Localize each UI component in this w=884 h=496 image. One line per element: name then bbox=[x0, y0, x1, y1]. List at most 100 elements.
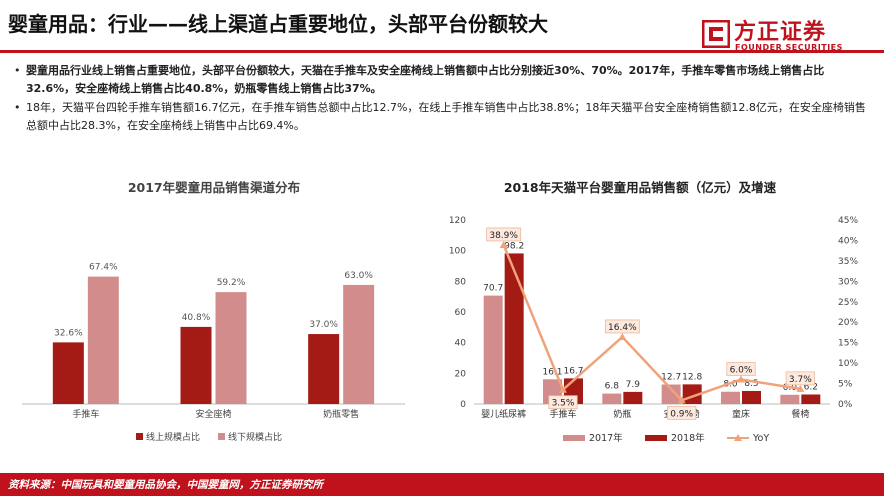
y2-tick-label: 10% bbox=[838, 359, 858, 369]
data-label: 8.5 bbox=[744, 379, 758, 389]
data-label: 12.7 bbox=[661, 373, 681, 383]
bullet-dot-icon: • bbox=[14, 64, 21, 77]
y2-tick-label: 5% bbox=[838, 380, 853, 390]
bar bbox=[483, 295, 503, 404]
data-label: 16.7 bbox=[563, 366, 583, 376]
y2-tick-label: 35% bbox=[838, 257, 858, 267]
yoy-line bbox=[502, 244, 801, 402]
y2-tick-label: 45% bbox=[838, 216, 858, 226]
y-tick-label: 60 bbox=[455, 308, 467, 318]
bar bbox=[623, 391, 643, 404]
title-divider bbox=[0, 50, 884, 53]
yoy-label-box bbox=[604, 319, 640, 334]
y2-tick-label: 30% bbox=[838, 277, 858, 287]
bullet-item: • 婴童用品行业线上销售占重要地位，头部平台份额较大，天猫在手推车及安全座椅线上… bbox=[12, 62, 872, 97]
x-tick-label: 奶瓶 bbox=[613, 408, 631, 420]
y-tick-label: 40 bbox=[455, 339, 467, 349]
yoy-label: 38.9% bbox=[489, 231, 518, 241]
data-label: 6.2 bbox=[804, 382, 818, 392]
bar bbox=[721, 391, 740, 404]
x-tick-label: 奶瓶零售 bbox=[323, 408, 359, 420]
page-title: 婴童用品：行业——线上渠道占重要地位，头部平台份额较大 bbox=[8, 12, 548, 36]
yoy-label-box bbox=[785, 371, 815, 386]
data-label: 16.1 bbox=[542, 367, 562, 377]
legend-label: YoY bbox=[752, 433, 769, 444]
source-footer: 资料来源：中国玩具和婴童用品协会，中国婴童网，方正证券研究所 bbox=[0, 473, 884, 496]
y2-tick-label: 15% bbox=[838, 339, 858, 349]
bar bbox=[780, 394, 800, 404]
data-label: 32.6% bbox=[54, 328, 83, 338]
bar bbox=[504, 253, 524, 404]
y-tick-label: 20 bbox=[455, 369, 467, 379]
yoy-label-box bbox=[486, 227, 522, 242]
data-label: 12.8 bbox=[682, 372, 702, 382]
charts-canvas: 2017年婴童用品销售渠道分布 32.6% 67.4% 手推车 40.8% 59.2% 安全… bbox=[22, 180, 858, 444]
data-label: 6.8 bbox=[605, 382, 620, 392]
y-tick-label: 0 bbox=[460, 400, 466, 410]
data-label: 70.7 bbox=[483, 284, 503, 294]
y-tick-label: 100 bbox=[449, 247, 466, 257]
yoy-label-box bbox=[667, 405, 697, 420]
y2-tick-label: 40% bbox=[838, 236, 858, 246]
yoy-label: 16.4% bbox=[608, 323, 637, 333]
yoy-marker bbox=[737, 375, 745, 383]
data-label: 37.0% bbox=[309, 320, 338, 330]
yoy-marker bbox=[559, 385, 567, 393]
yoy-label-box bbox=[548, 395, 578, 410]
bar bbox=[602, 393, 622, 404]
legend-swatch bbox=[136, 433, 143, 440]
x-tick-label: 手推车 bbox=[72, 408, 99, 420]
bar bbox=[215, 292, 247, 404]
bar bbox=[343, 284, 375, 404]
yoy-label-box bbox=[726, 362, 756, 376]
y-tick-label: 120 bbox=[449, 216, 466, 226]
legend-label: 2017年 bbox=[589, 432, 623, 444]
bar bbox=[742, 390, 761, 404]
chart-title: 2017年婴童用品销售渠道分布 bbox=[128, 180, 301, 195]
x-tick-label: 安全座椅 bbox=[195, 408, 231, 420]
yoy-marker bbox=[618, 332, 627, 340]
yoy-label: 6.0% bbox=[730, 365, 753, 375]
x-tick-label: 婴儿纸尿裤 bbox=[481, 408, 526, 420]
data-label: 8.0 bbox=[723, 380, 738, 390]
data-label: 40.8% bbox=[182, 313, 211, 323]
logo-subtitle: FOUNDER SECURITIES bbox=[735, 43, 843, 52]
y2-tick-label: 25% bbox=[838, 298, 858, 308]
logo-name: 方正证券 bbox=[734, 20, 827, 45]
legend-label: 2018年 bbox=[671, 432, 705, 444]
legend-marker bbox=[734, 434, 742, 441]
x-tick-label: 手推车 bbox=[549, 408, 576, 420]
legend-swatch bbox=[563, 435, 585, 441]
yoy-marker bbox=[677, 396, 686, 404]
data-label: 67.4% bbox=[89, 263, 118, 273]
bar bbox=[180, 326, 212, 404]
brand-logo: 方正证券 FOUNDER SECURITIES bbox=[700, 16, 880, 54]
data-label: 7.9 bbox=[626, 380, 641, 390]
chart-title: 2018年天猫平台婴童用品销售额（亿元）及增速 bbox=[504, 180, 777, 195]
bar bbox=[308, 334, 340, 404]
y-tick-label: 80 bbox=[455, 277, 467, 287]
legend-swatch bbox=[218, 433, 225, 440]
y2-tick-label: 0% bbox=[838, 400, 853, 410]
bullet-dot-icon: • bbox=[14, 101, 21, 114]
yoy-label: 0.9% bbox=[670, 409, 693, 419]
yoy-label: 3.5% bbox=[552, 399, 575, 409]
legend-label: 线上规模占比 bbox=[146, 431, 200, 443]
yoy-marker bbox=[796, 384, 805, 392]
data-label: 98.2 bbox=[504, 241, 524, 251]
x-tick-label: 餐椅 bbox=[791, 408, 809, 420]
bullet-text: 婴童用品行业线上销售占重要地位，头部平台份额较大，天猫在手推车及安全座椅线上销售… bbox=[26, 64, 825, 95]
x-tick-label: 童床 bbox=[732, 408, 750, 420]
bullet-item: • 18年，天猫平台四轮手推车销售额16.7亿元，在手推车销售总额中占比12.7… bbox=[12, 99, 872, 134]
legend-label: 线下规模占比 bbox=[228, 431, 282, 443]
bar bbox=[661, 384, 681, 404]
bar bbox=[801, 394, 821, 404]
yoy-marker bbox=[499, 240, 508, 248]
yoy-label: 3.7% bbox=[789, 375, 812, 385]
data-label: 63.0% bbox=[344, 271, 373, 281]
source-note: 资料来源：中国玩具和婴童用品协会，中国婴童网，方正证券研究所 bbox=[8, 479, 323, 491]
bullet-list: • 婴童用品行业线上销售占重要地位，头部平台份额较大，天猫在手推车及安全座椅线上… bbox=[12, 62, 872, 136]
y2-tick-label: 20% bbox=[838, 318, 858, 328]
bullet-text: 18年，天猫平台四轮手推车销售额16.7亿元，在手推车销售总额中占比12.7%，… bbox=[26, 101, 866, 132]
legend-swatch bbox=[645, 435, 667, 441]
